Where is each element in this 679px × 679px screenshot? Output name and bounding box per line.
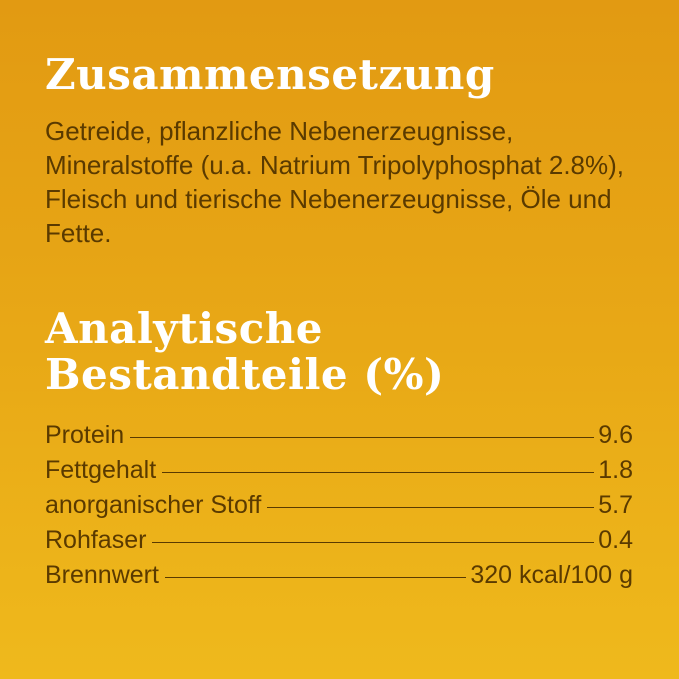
nutrient-value: 0.4 bbox=[598, 526, 633, 554]
nutrient-label: Rohfaser bbox=[45, 526, 147, 554]
nutrient-row-rohfaser: Rohfaser 0.4 bbox=[45, 523, 633, 558]
composition-title: Zusammensetzung bbox=[45, 50, 495, 99]
nutrient-row-protein: Protein 9.6 bbox=[45, 418, 633, 453]
analysis-title-line1: Analytische bbox=[45, 304, 324, 353]
nutrient-label: Brennwert bbox=[45, 561, 159, 589]
analysis-title: Analytische Bestandteile (%) bbox=[45, 306, 645, 398]
nutrient-value: 5.7 bbox=[598, 491, 633, 519]
leader-line bbox=[267, 507, 595, 508]
leader-line bbox=[164, 577, 467, 578]
analysis-title-line2: Bestandteile (%) bbox=[45, 350, 445, 399]
nutrient-value: 320 kcal/100 g bbox=[470, 561, 633, 589]
leader-line bbox=[162, 472, 595, 473]
leader-line bbox=[152, 542, 595, 543]
nutrient-row-anorganischer-stoff: anorganischer Stoff 5.7 bbox=[45, 488, 633, 523]
nutrient-label: Protein bbox=[45, 421, 125, 449]
nutrient-value: 9.6 bbox=[598, 421, 633, 449]
composition-text: Getreide, pflanzliche Nebenerzeugnisse, … bbox=[45, 116, 625, 248]
nutrient-label: anorganischer Stoff bbox=[45, 491, 262, 519]
nutrient-row-brennwert: Brennwert 320 kcal/100 g bbox=[45, 558, 633, 593]
product-info-panel: Zusammensetzung Getreide, pflanzliche Ne… bbox=[45, 52, 645, 593]
nutrient-list: Protein 9.6 Fettgehalt 1.8 anorganischer… bbox=[45, 418, 633, 593]
leader-line bbox=[130, 437, 595, 438]
nutrient-value: 1.8 bbox=[598, 456, 633, 484]
nutrient-row-fettgehalt: Fettgehalt 1.8 bbox=[45, 453, 633, 488]
nutrient-label: Fettgehalt bbox=[45, 456, 157, 484]
